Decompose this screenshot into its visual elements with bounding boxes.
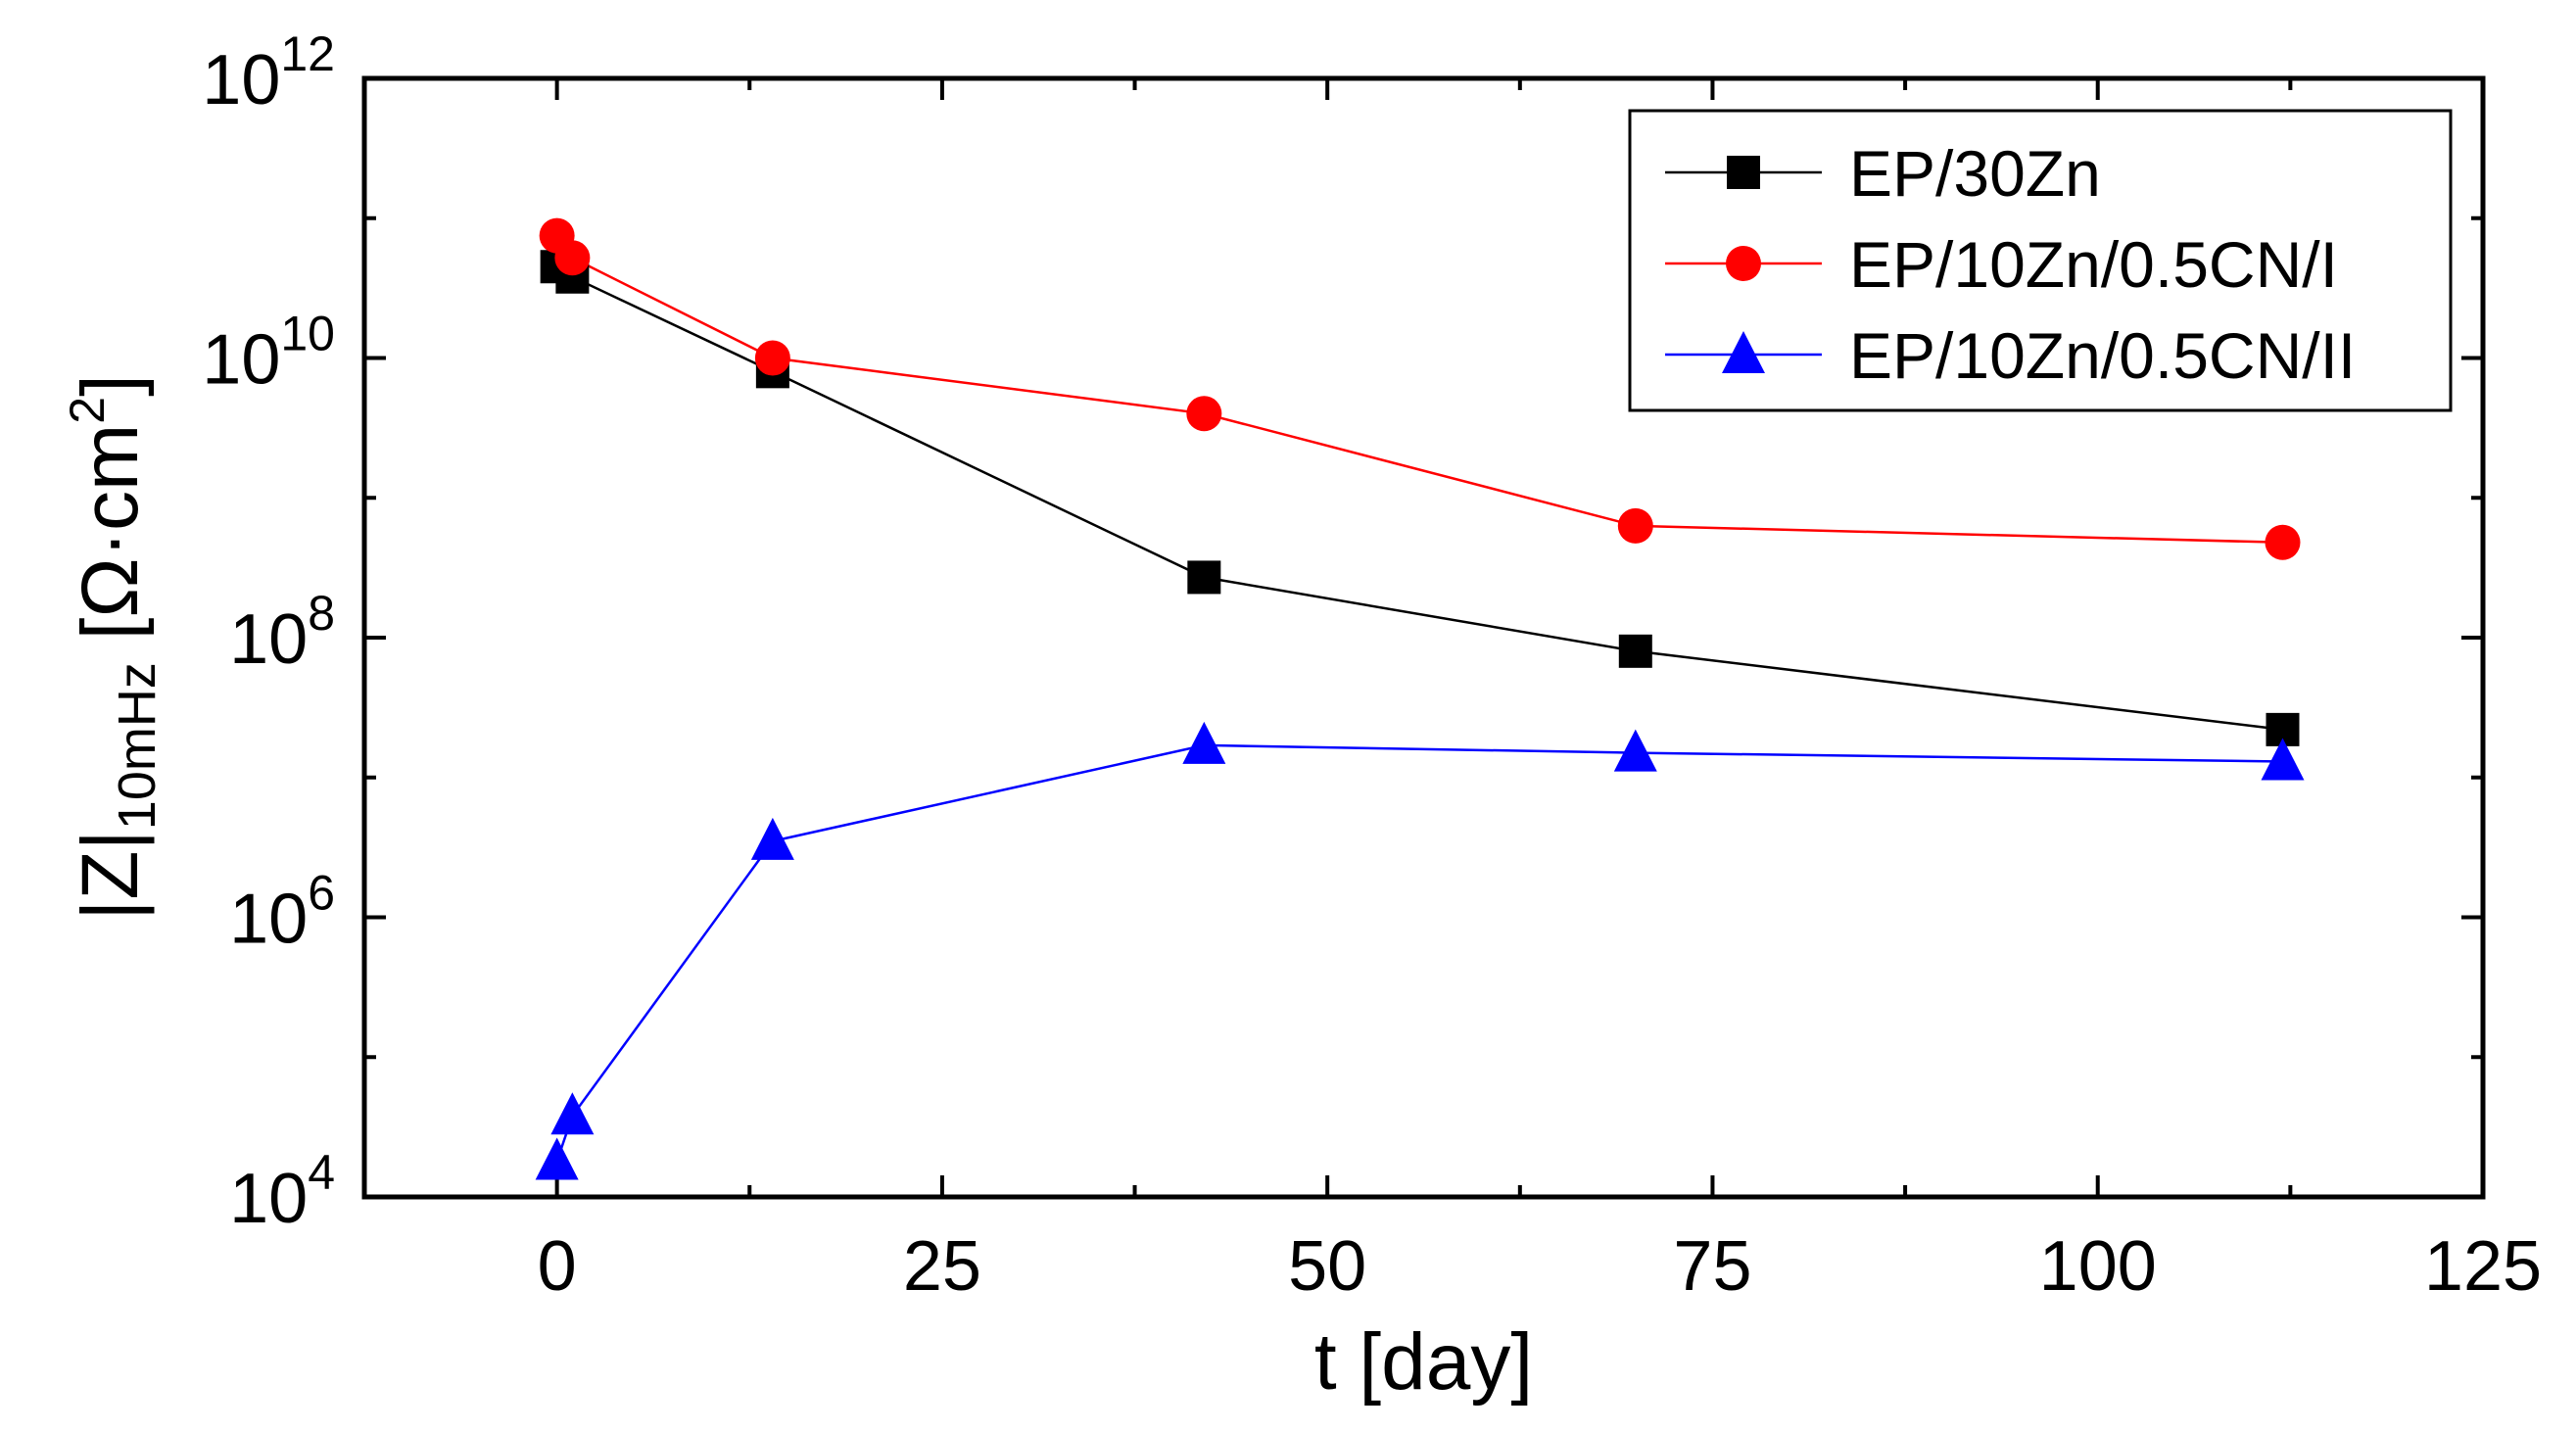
y-tick-label-base: 10 [229,600,308,679]
data-point-circle [2265,524,2301,560]
y-tick-label: 106 [229,866,335,959]
legend-marker-square [1727,156,1760,189]
y-tick-label-base: 10 [229,881,308,959]
data-point-triangle [1182,721,1226,764]
y-tick-label-base: 10 [229,1160,308,1238]
legend: EP/30Zn EP/10Zn/0.5CN/I EP/10Zn/0.5CN/II [1628,109,2453,412]
data-point-square [1618,634,1652,668]
data-point-circle [554,240,591,276]
x-tick-labels: 0 25 50 75 100 125 [538,1227,2542,1306]
x-tick-label: 0 [538,1227,577,1306]
legend-label: EP/10Zn/0.5CN/II [1849,319,2356,392]
legend-label: EP/30Zn [1849,137,2101,210]
y-axis-title-main: |Z| [66,830,155,921]
legend-box [1628,109,2453,412]
y-tick-label-exponent: 6 [308,866,335,921]
y-tick-label: 104 [229,1145,335,1238]
y-tick-label-base: 10 [202,41,280,119]
x-tick-label: 50 [1288,1227,1366,1306]
y-tick-label: 1012 [202,26,335,119]
data-point-circle [754,340,790,376]
x-tick-label: 100 [2039,1227,2157,1306]
y-tick-label-exponent: 4 [308,1145,335,1200]
y-tick-label: 108 [229,586,335,679]
y-tick-label-exponent: 10 [280,307,335,361]
plot-frame [361,75,2486,1200]
y-axis-title: |Z|10mHz [Ω·cm2] [60,374,167,921]
x-axis-title: t [day] [1314,1317,1533,1407]
x-tick-label: 25 [903,1227,981,1306]
y-tick-label-exponent: 12 [280,26,335,81]
series-markers [535,217,2305,1180]
y-axis-title-unit-symbol: Ω·cm [66,424,155,618]
data-point-square [1187,560,1221,595]
y-tick-label-exponent: 8 [308,586,335,641]
legend-marker-circle [1726,246,1761,281]
legend-marker-triangle [1722,331,1765,373]
x-tick-label: 125 [2424,1227,2542,1306]
data-point-triangle [2261,738,2305,781]
y-axis-title-unit-power: 2 [60,397,115,424]
x-tick-label: 75 [1673,1227,1751,1306]
data-point-triangle [750,817,794,860]
y-axis-title-subscript: 10mHz [108,662,167,830]
data-point-triangle [1613,729,1657,772]
series-line-triangle [555,743,2283,1163]
y-tick-label-base: 10 [202,321,280,400]
y-axis-title-unit-close: ] [66,374,155,397]
data-point-triangle [550,1092,595,1135]
legend-label: EP/10Zn/0.5CN/I [1849,228,2338,301]
y-axis-title-unit-open: [ [66,617,155,662]
data-point-triangle [535,1137,579,1180]
y-tick-label: 1010 [202,307,335,400]
data-point-circle [1186,396,1222,432]
data-point-circle [1617,507,1653,544]
